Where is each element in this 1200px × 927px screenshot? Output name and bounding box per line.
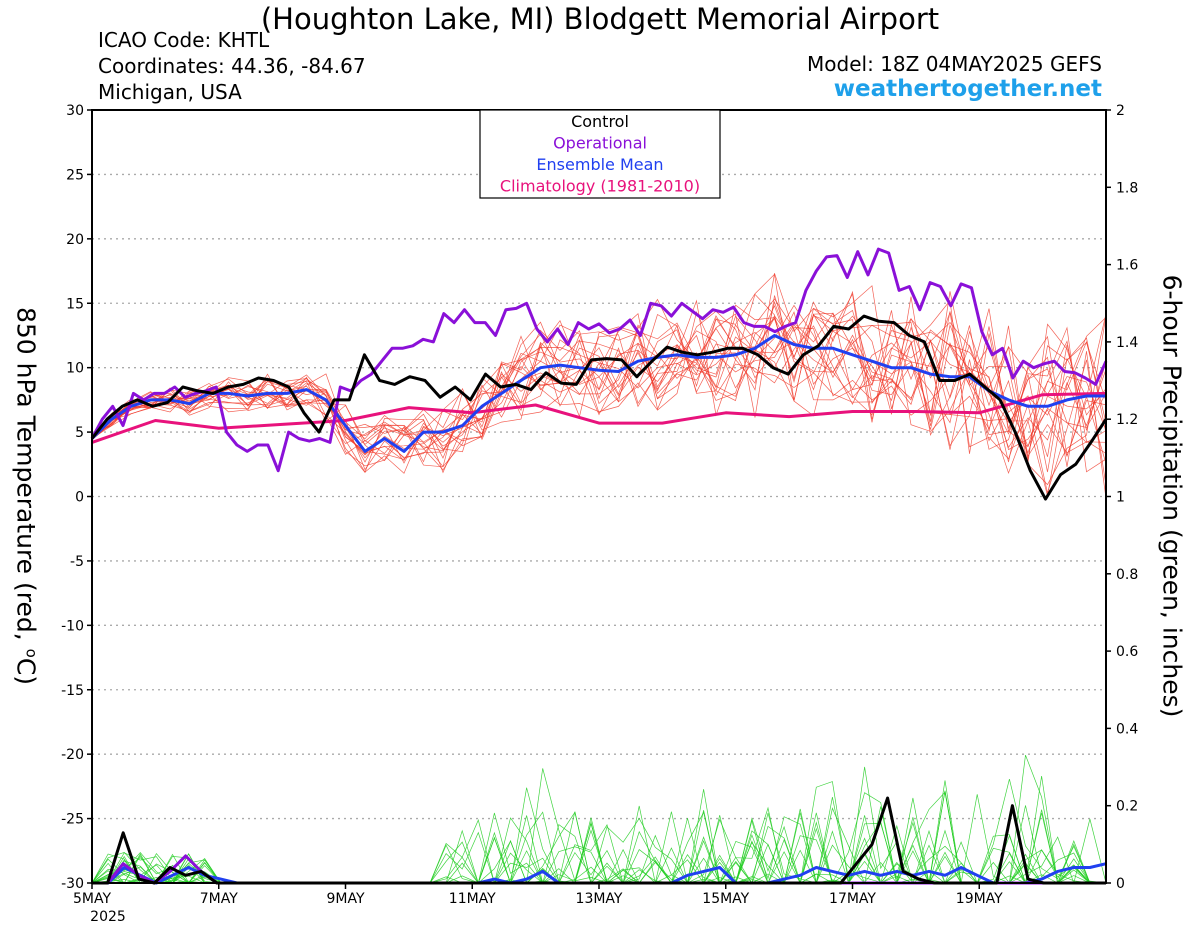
x-year-label: 2025 (90, 909, 126, 925)
right-tick-label: 0.4 (1116, 721, 1138, 737)
chart-title: (Houghton Lake, MI) Blodgett Memorial Ai… (260, 2, 940, 36)
precip-member-line (91, 768, 1106, 884)
right-tick-label: 1.2 (1116, 412, 1138, 428)
precip-member-line (91, 766, 1106, 884)
left-tick-label: 10 (66, 361, 84, 377)
right-tick-label: 0.6 (1116, 644, 1138, 660)
left-axis-label: 850 hPa Temperature (red, oC) (11, 306, 41, 686)
temp-member-line (91, 298, 1107, 471)
left-tick-label: 30 (66, 103, 84, 119)
legend: Control Operational Ensemble Mean Climatolo… (479, 109, 721, 199)
series-line-climatology-1981-2010--temp (91, 391, 1107, 444)
left-tick-label: 15 (66, 296, 84, 312)
left-tick-label: -5 (70, 554, 84, 570)
temp-member-line (91, 313, 1107, 486)
left-axis: 30 25 20 15 10 5 0 -5 -10 -15 -20 -25 -30 (61, 103, 92, 892)
right-tick-label: 0 (1116, 876, 1125, 892)
right-tick-label: 1.4 (1116, 335, 1138, 351)
right-axis-label: 6-hour Precipitation (green, inches) (1157, 274, 1187, 718)
left-tick-label: 5 (75, 425, 84, 441)
icao-code: ICAO Code: KHTL (98, 28, 270, 52)
temp-member-line (91, 293, 1107, 495)
legend-box (479, 109, 721, 199)
precip-member-line (91, 820, 1106, 884)
temp-ensemble-members (91, 273, 1107, 499)
x-tick-label: 17MAY (829, 891, 876, 907)
right-tick-label: 1.8 (1116, 180, 1138, 196)
model-run: Model: 18Z 04MAY2025 GEFS (807, 52, 1102, 76)
grid-lines (92, 173, 1106, 820)
series-line-control-temp (90, 314, 1108, 501)
temp-member-line (91, 304, 1107, 463)
left-tick-label: -30 (61, 876, 84, 892)
legend-item: Ensemble Mean (536, 155, 663, 174)
x-tick-label: 7MAY (200, 891, 238, 907)
temp-member-line (91, 273, 1107, 471)
coordinates: Coordinates: 44.36, -84.67 (98, 54, 366, 78)
temp-member-line (91, 290, 1107, 499)
x-tick-label: 19MAY (956, 891, 1003, 907)
temp-member-line (91, 314, 1107, 460)
temp-member-line (91, 310, 1107, 463)
x-tick-label: 11MAY (449, 891, 496, 907)
right-axis: 2 1.8 1.6 1.4 1.2 1 0.8 0.6 0.4 0.2 0 (1106, 103, 1138, 892)
x-tick-label: 15MAY (702, 891, 749, 907)
left-tick-label: -10 (61, 618, 84, 634)
left-tick-label: -15 (61, 683, 84, 699)
right-tick-label: 0.2 (1116, 799, 1138, 815)
right-tick-label: 0.8 (1116, 567, 1138, 583)
right-tick-label: 1 (1116, 490, 1125, 506)
series-line-ensemble-mean-temp (90, 334, 1106, 453)
left-tick-label: -25 (61, 812, 84, 828)
left-tick-label: 20 (66, 232, 84, 248)
left-tick-label: 25 (66, 167, 84, 183)
plot-frame (91, 109, 1107, 884)
x-tick-label: 5MAY (73, 891, 111, 907)
left-tick-label: 0 (75, 490, 84, 506)
temp-member-line (91, 273, 1107, 496)
bottom-axis: 5MAY 7MAY 9MAY 11MAY 13MAY 15MAY 17MAY 19MAY 202… (73, 883, 1003, 925)
region: Michigan, USA (98, 80, 242, 104)
right-tick-label: 2 (1116, 103, 1125, 119)
brand-link[interactable]: weathertogether.net (833, 76, 1102, 102)
left-tick-label: -20 (61, 747, 84, 763)
temp-member-line (91, 325, 1107, 464)
x-tick-label: 9MAY (326, 891, 364, 907)
precip-member-line (91, 754, 1107, 884)
legend-item: Climatology (1981-2010) (500, 177, 700, 196)
series-line-operational-temp (90, 247, 1108, 473)
x-tick-label: 13MAY (576, 891, 623, 907)
right-tick-label: 1.6 (1116, 258, 1138, 274)
precip-ensemble-members (91, 754, 1107, 885)
legend-item: Control (571, 112, 629, 131)
legend-item: Operational (553, 134, 647, 153)
